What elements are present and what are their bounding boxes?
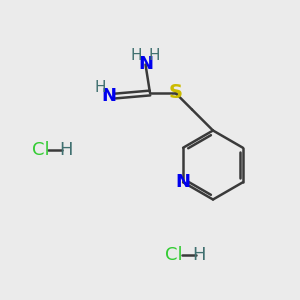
Text: S: S xyxy=(169,83,182,103)
Text: Cl: Cl xyxy=(165,246,183,264)
Text: H: H xyxy=(95,80,106,95)
Text: N: N xyxy=(176,173,190,191)
Text: H: H xyxy=(149,48,160,63)
Text: H: H xyxy=(193,246,206,264)
Text: Cl: Cl xyxy=(32,141,49,159)
Text: H: H xyxy=(131,48,142,63)
Text: N: N xyxy=(101,87,116,105)
Text: N: N xyxy=(138,56,153,74)
Text: H: H xyxy=(59,141,73,159)
